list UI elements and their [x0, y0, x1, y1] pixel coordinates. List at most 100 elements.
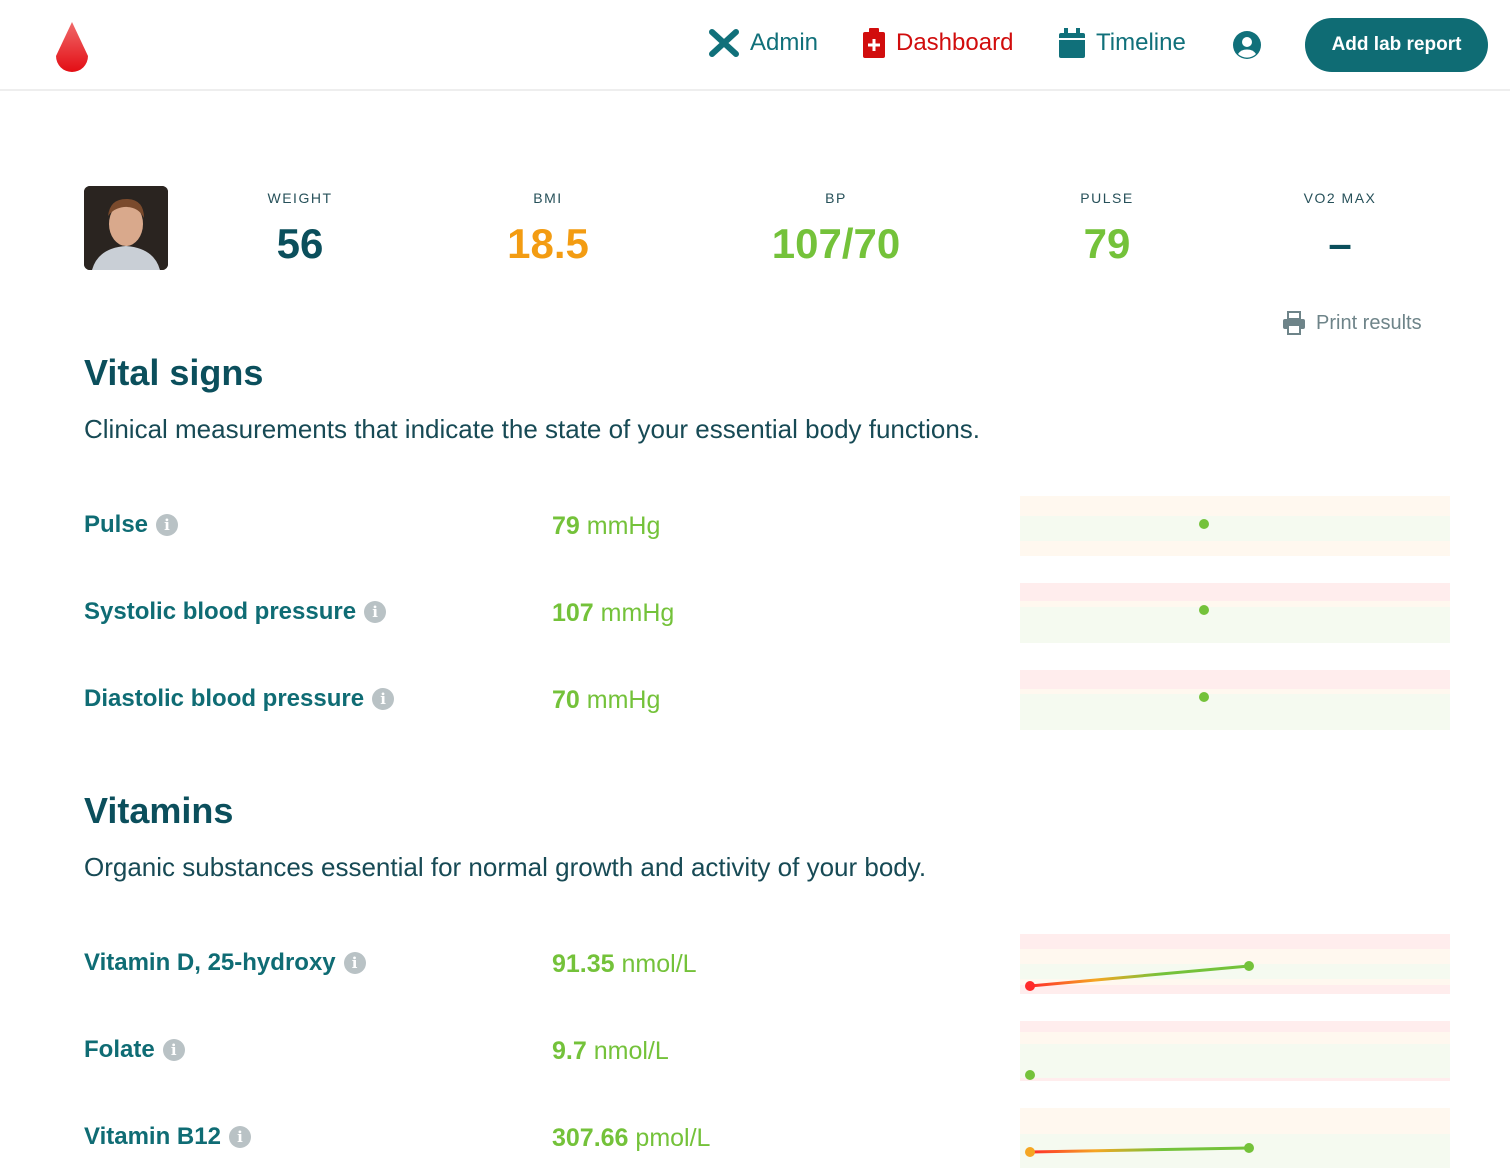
range-band	[1020, 516, 1450, 541]
info-icon[interactable]: i	[156, 514, 179, 536]
result-unit: mmHg	[600, 599, 675, 627]
trend-chart[interactable]	[1020, 670, 1450, 730]
clipboard-medical-icon	[863, 28, 885, 58]
add-lab-report-button[interactable]: Add lab report	[1305, 18, 1488, 72]
result-row[interactable]: Pulse i 79 mmHg	[84, 496, 1450, 556]
data-point[interactable]	[1199, 605, 1209, 615]
result-row[interactable]: Vitamin D, 25-hydroxy i 91.35 nmol/L	[84, 934, 1450, 994]
stat-value: –	[1328, 220, 1352, 267]
nav-timeline-label: Timeline	[1096, 29, 1186, 56]
result-name-label[interactable]: Vitamin B12	[84, 1123, 221, 1150]
result-number: 307.66	[552, 1124, 629, 1152]
result-name[interactable]: Vitamin B12 i	[84, 1123, 251, 1151]
range-band	[1020, 949, 1450, 964]
info-icon[interactable]: i	[162, 1039, 185, 1061]
result-number: 107	[552, 599, 594, 627]
data-point[interactable]	[1244, 1143, 1254, 1153]
blood-drop-logo-icon[interactable]	[52, 20, 92, 72]
stat-value: 56	[276, 220, 324, 267]
stat-value: 18.5	[507, 220, 589, 267]
range-band	[1020, 496, 1450, 516]
range-band	[1020, 934, 1450, 949]
result-row[interactable]: Vitamin B12 i 307.66 pmol/L	[84, 1108, 1450, 1168]
result-unit: nmol/L	[621, 950, 697, 978]
stat-label: BP	[825, 190, 847, 206]
result-name-label[interactable]: Vitamin D, 25-hydroxy	[84, 949, 336, 976]
section-description: Clinical measurements that indicate the …	[84, 414, 981, 444]
range-band	[1020, 601, 1450, 607]
calendar-icon	[1059, 28, 1085, 58]
data-point[interactable]	[1244, 961, 1254, 971]
range-band	[1020, 1044, 1450, 1078]
result-unit: mmHg	[586, 512, 661, 540]
stat-label: BMI	[533, 190, 563, 206]
printer-icon	[1283, 311, 1305, 335]
range-band	[1020, 964, 1450, 979]
nav-dashboard-label: Dashboard	[896, 29, 1014, 56]
data-point[interactable]	[1199, 519, 1209, 529]
top-navbar: Admin Dashboard Timeline Add lab report	[0, 0, 1510, 91]
result-name-label[interactable]: Systolic blood pressure	[84, 598, 357, 625]
data-point[interactable]	[1025, 981, 1035, 991]
result-name[interactable]: Vitamin D, 25-hydroxy i	[84, 949, 366, 977]
nav-timeline[interactable]: Timeline	[1058, 28, 1186, 58]
result-value: 79 mmHg	[552, 512, 660, 541]
user-avatar[interactable]	[84, 186, 168, 270]
range-band	[1020, 1021, 1450, 1032]
user-account-icon[interactable]	[1233, 31, 1261, 59]
range-band	[1020, 694, 1450, 730]
result-unit: mmHg	[586, 686, 661, 714]
result-value: 9.7 nmol/L	[552, 1037, 669, 1066]
trend-chart[interactable]	[1020, 1108, 1450, 1168]
stat-pulse: PULSE 79	[1007, 190, 1207, 268]
range-band	[1020, 689, 1450, 694]
range-band	[1020, 607, 1450, 643]
trend-chart[interactable]	[1020, 934, 1450, 994]
trend-line	[1029, 1146, 1250, 1154]
result-value: 107 mmHg	[552, 599, 674, 628]
info-icon[interactable]: i	[228, 1126, 251, 1148]
range-band	[1020, 583, 1450, 601]
result-name-label[interactable]: Folate	[84, 1036, 155, 1063]
tools-icon	[709, 29, 739, 57]
stat-value: 107/70	[771, 220, 901, 267]
stat-value: 79	[1083, 220, 1131, 267]
trend-chart[interactable]	[1020, 496, 1450, 556]
result-name[interactable]: Pulse i	[84, 511, 179, 539]
result-row[interactable]: Folate i 9.7 nmol/L	[84, 1021, 1450, 1081]
section-title-vital-signs: Vital signs	[84, 352, 264, 393]
result-name-label[interactable]: Diastolic blood pressure	[84, 685, 365, 712]
result-row[interactable]: Systolic blood pressure i 107 mmHg	[84, 583, 1450, 643]
nav-admin[interactable]: Admin	[708, 28, 818, 58]
trend-chart[interactable]	[1020, 583, 1450, 643]
result-value: 91.35 nmol/L	[552, 950, 697, 979]
info-icon[interactable]: i	[343, 952, 366, 974]
stat-bmi: BMI 18.5	[448, 190, 648, 268]
info-icon[interactable]: i	[372, 688, 395, 710]
print-results-button[interactable]: Print results	[1282, 311, 1422, 335]
print-results-label: Print results	[1316, 311, 1422, 334]
result-row[interactable]: Diastolic blood pressure i 70 mmHg	[84, 670, 1450, 730]
range-band	[1020, 670, 1450, 689]
result-name[interactable]: Folate i	[84, 1036, 185, 1064]
trend-chart[interactable]	[1020, 1021, 1450, 1081]
stat-label: PULSE	[1080, 190, 1134, 206]
stat-label: WEIGHT	[267, 190, 333, 206]
data-point[interactable]	[1025, 1147, 1035, 1157]
trend-line	[1029, 964, 1250, 988]
data-point[interactable]	[1025, 1070, 1035, 1080]
info-icon[interactable]: i	[364, 601, 387, 623]
range-band	[1020, 1108, 1450, 1134]
result-name-label[interactable]: Pulse	[84, 511, 149, 538]
section-description: Organic substances essential for normal …	[84, 852, 927, 882]
result-name[interactable]: Diastolic blood pressure i	[84, 685, 395, 713]
result-number: 91.35	[552, 950, 615, 978]
range-band	[1020, 541, 1450, 556]
result-value: 70 mmHg	[552, 686, 660, 715]
data-point[interactable]	[1199, 692, 1209, 702]
result-name[interactable]: Systolic blood pressure i	[84, 598, 387, 626]
range-band	[1020, 985, 1450, 994]
result-number: 79	[552, 512, 580, 540]
nav-dashboard[interactable]: Dashboard	[862, 28, 1013, 58]
section-title-vitamins: Vitamins	[84, 790, 234, 831]
